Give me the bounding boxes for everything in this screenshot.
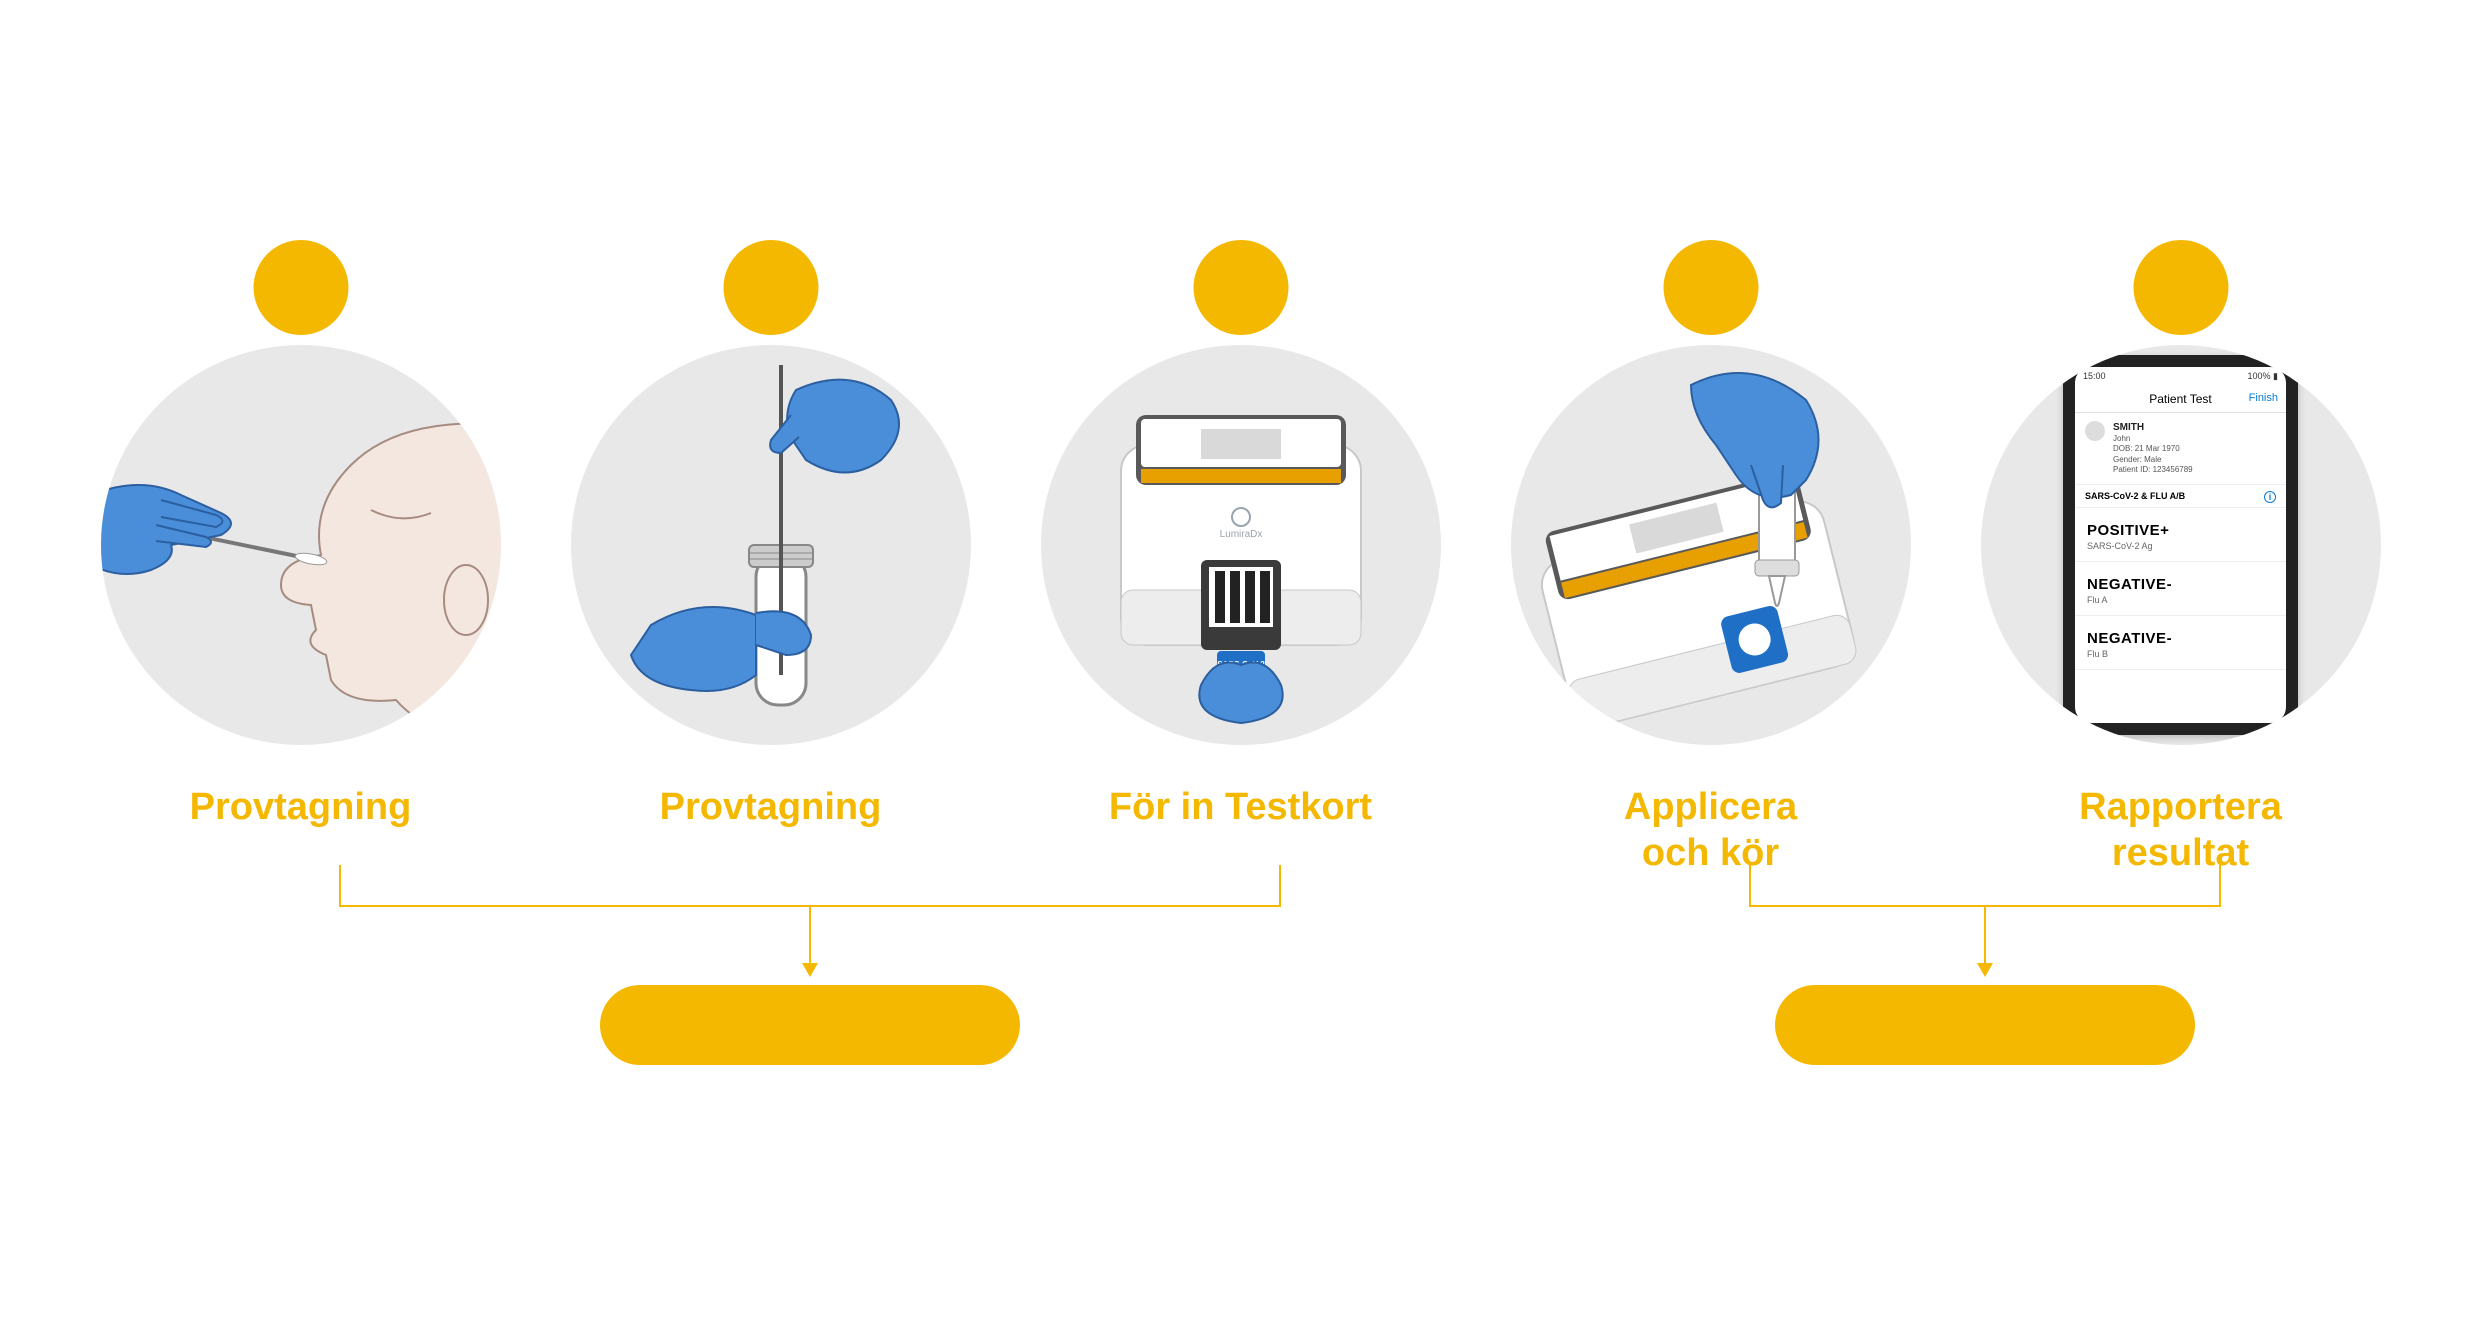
patient-block: SMITH John DOB: 21 Mar 1970 Gender: Male…	[2075, 413, 2286, 485]
result-row: NEGATIVE- Flu A	[2075, 562, 2286, 616]
connector-line	[1749, 865, 1751, 905]
step-2: Provtagning	[571, 250, 971, 885]
patient-firstname: John	[2113, 434, 2193, 444]
step-4: Applicera och kör	[1511, 250, 1911, 885]
illustration-circle: LumiraDx SARS-CoV-2 & FLU A/B	[1041, 345, 1441, 745]
connector-line	[809, 905, 811, 965]
steps-row: Provtagning	[0, 250, 2481, 885]
illustration-circle	[101, 345, 501, 745]
illustration-circle	[571, 345, 971, 745]
result-status: NEGATIVE-	[2087, 576, 2274, 593]
test-type: SARS-CoV-2 & FLU A/B	[2085, 491, 2185, 501]
phone-statusbar: 15:00 100% ▮	[2075, 367, 2286, 386]
person-icon	[101, 250, 501, 750]
phone-title: Patient Test	[2149, 392, 2211, 406]
status-battery: 100% ▮	[2248, 371, 2278, 382]
person-icon	[1511, 250, 1911, 750]
illustration-circle: 15:00 100% ▮ Patient Test Finish SMITH J…	[1981, 345, 2381, 745]
patient-meta: SMITH John DOB: 21 Mar 1970 Gender: Male…	[2113, 421, 2193, 476]
step-5: 15:00 100% ▮ Patient Test Finish SMITH J…	[1981, 250, 2381, 885]
group-pill	[600, 985, 1020, 1065]
info-icon[interactable]: i	[2264, 491, 2276, 503]
result-analyte: SARS-CoV-2 Ag	[2087, 541, 2274, 551]
phone-mock: 15:00 100% ▮ Patient Test Finish SMITH J…	[2063, 355, 2298, 735]
arrow-icon	[1977, 963, 1993, 977]
arrow-icon	[802, 963, 818, 977]
group-pill	[1775, 985, 2195, 1065]
nasal-swab-illustration	[101, 345, 501, 745]
avatar-icon	[2085, 421, 2105, 441]
result-row: NEGATIVE- Flu B	[2075, 616, 2286, 670]
test-type-row: SARS-CoV-2 & FLU A/B i	[2075, 485, 2286, 508]
person-icon: LumiraDx SARS-CoV-2 & FLU A/B	[1041, 250, 1441, 750]
connector-line	[339, 865, 341, 905]
patient-dob: DOB: 21 Mar 1970	[2113, 444, 2193, 454]
result-analyte: Flu B	[2087, 649, 2274, 659]
head-dot	[253, 240, 348, 335]
result-row: POSITIVE+ SARS-CoV-2 Ag	[2075, 508, 2286, 562]
head-dot	[2133, 240, 2228, 335]
patient-id: Patient ID: 123456789	[2113, 465, 2193, 475]
patient-surname: SMITH	[2113, 421, 2193, 434]
illustration-circle	[1511, 345, 1911, 745]
person-icon	[571, 250, 971, 750]
connector-line	[1984, 905, 1986, 965]
person-icon: 15:00 100% ▮ Patient Test Finish SMITH J…	[1981, 250, 2381, 750]
head-dot	[723, 240, 818, 335]
finish-link[interactable]: Finish	[2249, 392, 2278, 404]
result-status: NEGATIVE-	[2087, 630, 2274, 647]
head-dot	[1663, 240, 1758, 335]
svg-text:LumiraDx: LumiraDx	[1219, 529, 1262, 540]
head-dot	[1193, 240, 1288, 335]
phone-header: Patient Test Finish	[2075, 386, 2286, 413]
connector-row	[0, 865, 2481, 1115]
analyser-illustration: LumiraDx SARS-CoV-2 & FLU A/B	[1041, 345, 1441, 745]
result-status: POSITIVE+	[2087, 522, 2274, 539]
status-time: 15:00	[2083, 371, 2106, 382]
step-1: Provtagning	[101, 250, 501, 885]
patient-gender: Gender: Male	[2113, 455, 2193, 465]
step-3: LumiraDx SARS-CoV-2 & FLU A/B	[1041, 250, 1441, 885]
connector-line	[2219, 865, 2221, 905]
workflow-diagram: Provtagning	[0, 0, 2481, 1340]
apply-sample-illustration	[1511, 345, 1911, 745]
result-analyte: Flu A	[2087, 595, 2274, 605]
connector-line	[1279, 865, 1281, 905]
swab-tube-illustration	[571, 345, 971, 745]
